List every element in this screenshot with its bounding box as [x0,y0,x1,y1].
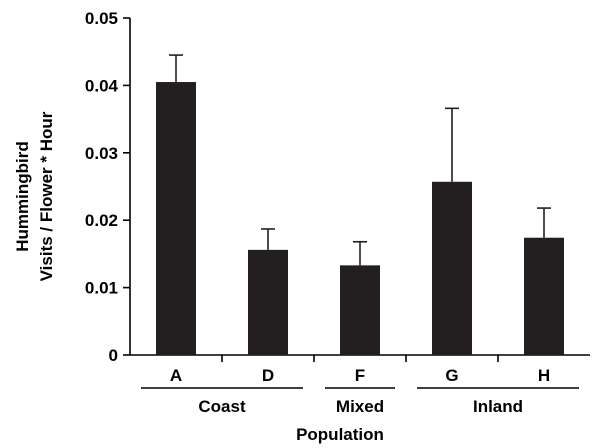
y-tick-label: 0.01 [85,279,118,298]
bar-F [340,265,380,355]
y-tick-label: 0.02 [85,211,118,230]
x-axis-title: Population [296,425,384,444]
bars [156,82,564,355]
y-tick-label: 0.03 [85,144,118,163]
group-label-coast: Coast [198,397,246,416]
group-label-inland: Inland [473,397,523,416]
group-labels: Coast Mixed Inland [141,387,579,416]
category-label-G: G [445,366,458,385]
bar-G [432,181,472,355]
category-label-D: D [262,366,274,385]
error-bars [169,54,551,266]
y-tick-label: 0.04 [85,76,119,95]
group-label-mixed: Mixed [336,397,384,416]
category-label-A: A [170,366,182,385]
bar-A [156,82,196,355]
y-tick-label: 0.05 [85,9,118,28]
y-axis-title-line-2: Visits / Flower * Hour [37,111,56,281]
category-label-F: F [355,366,365,385]
bar-H [524,237,564,355]
y-axis-title-line-1: Hummingbird [13,141,32,252]
y-axis-title: Hummingbird Visits / Flower * Hour [13,111,56,281]
y-tick-label: 0 [109,346,118,365]
category-label-H: H [538,366,550,385]
bar-D [248,249,288,355]
y-ticks: 0 0.01 0.02 0.03 0.04 0.05 [85,9,130,365]
